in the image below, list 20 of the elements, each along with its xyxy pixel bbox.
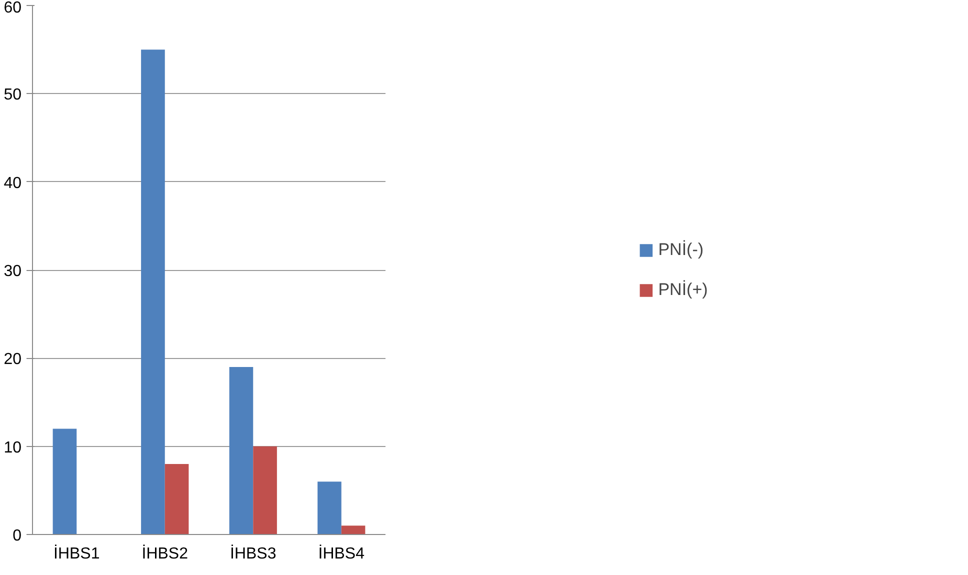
- bar: [141, 50, 165, 534]
- y-tick-label: 10: [4, 439, 22, 456]
- y-tick-label: 0: [12, 528, 22, 544]
- y-tick-label: 40: [4, 174, 22, 192]
- bar: [229, 366, 254, 534]
- bar: [318, 482, 342, 534]
- x-tick-label: İHBS1: [54, 544, 100, 562]
- y-tick-label: 60: [4, 0, 22, 16]
- x-tick-label: İHBS2: [142, 544, 188, 562]
- x-tick-label: İHBS4: [318, 544, 365, 562]
- y-tick-label: 50: [4, 86, 22, 104]
- bar: [52, 428, 77, 534]
- legend-label: PNİ(-): [658, 240, 704, 260]
- legend-label: PNİ(+): [658, 280, 708, 300]
- bar: [253, 446, 277, 534]
- bar: [341, 526, 366, 534]
- bar: [164, 464, 189, 534]
- y-tick-label: 30: [4, 263, 22, 280]
- x-tick-label: İHBS3: [230, 544, 276, 562]
- y-tick-label: 20: [4, 351, 22, 368]
